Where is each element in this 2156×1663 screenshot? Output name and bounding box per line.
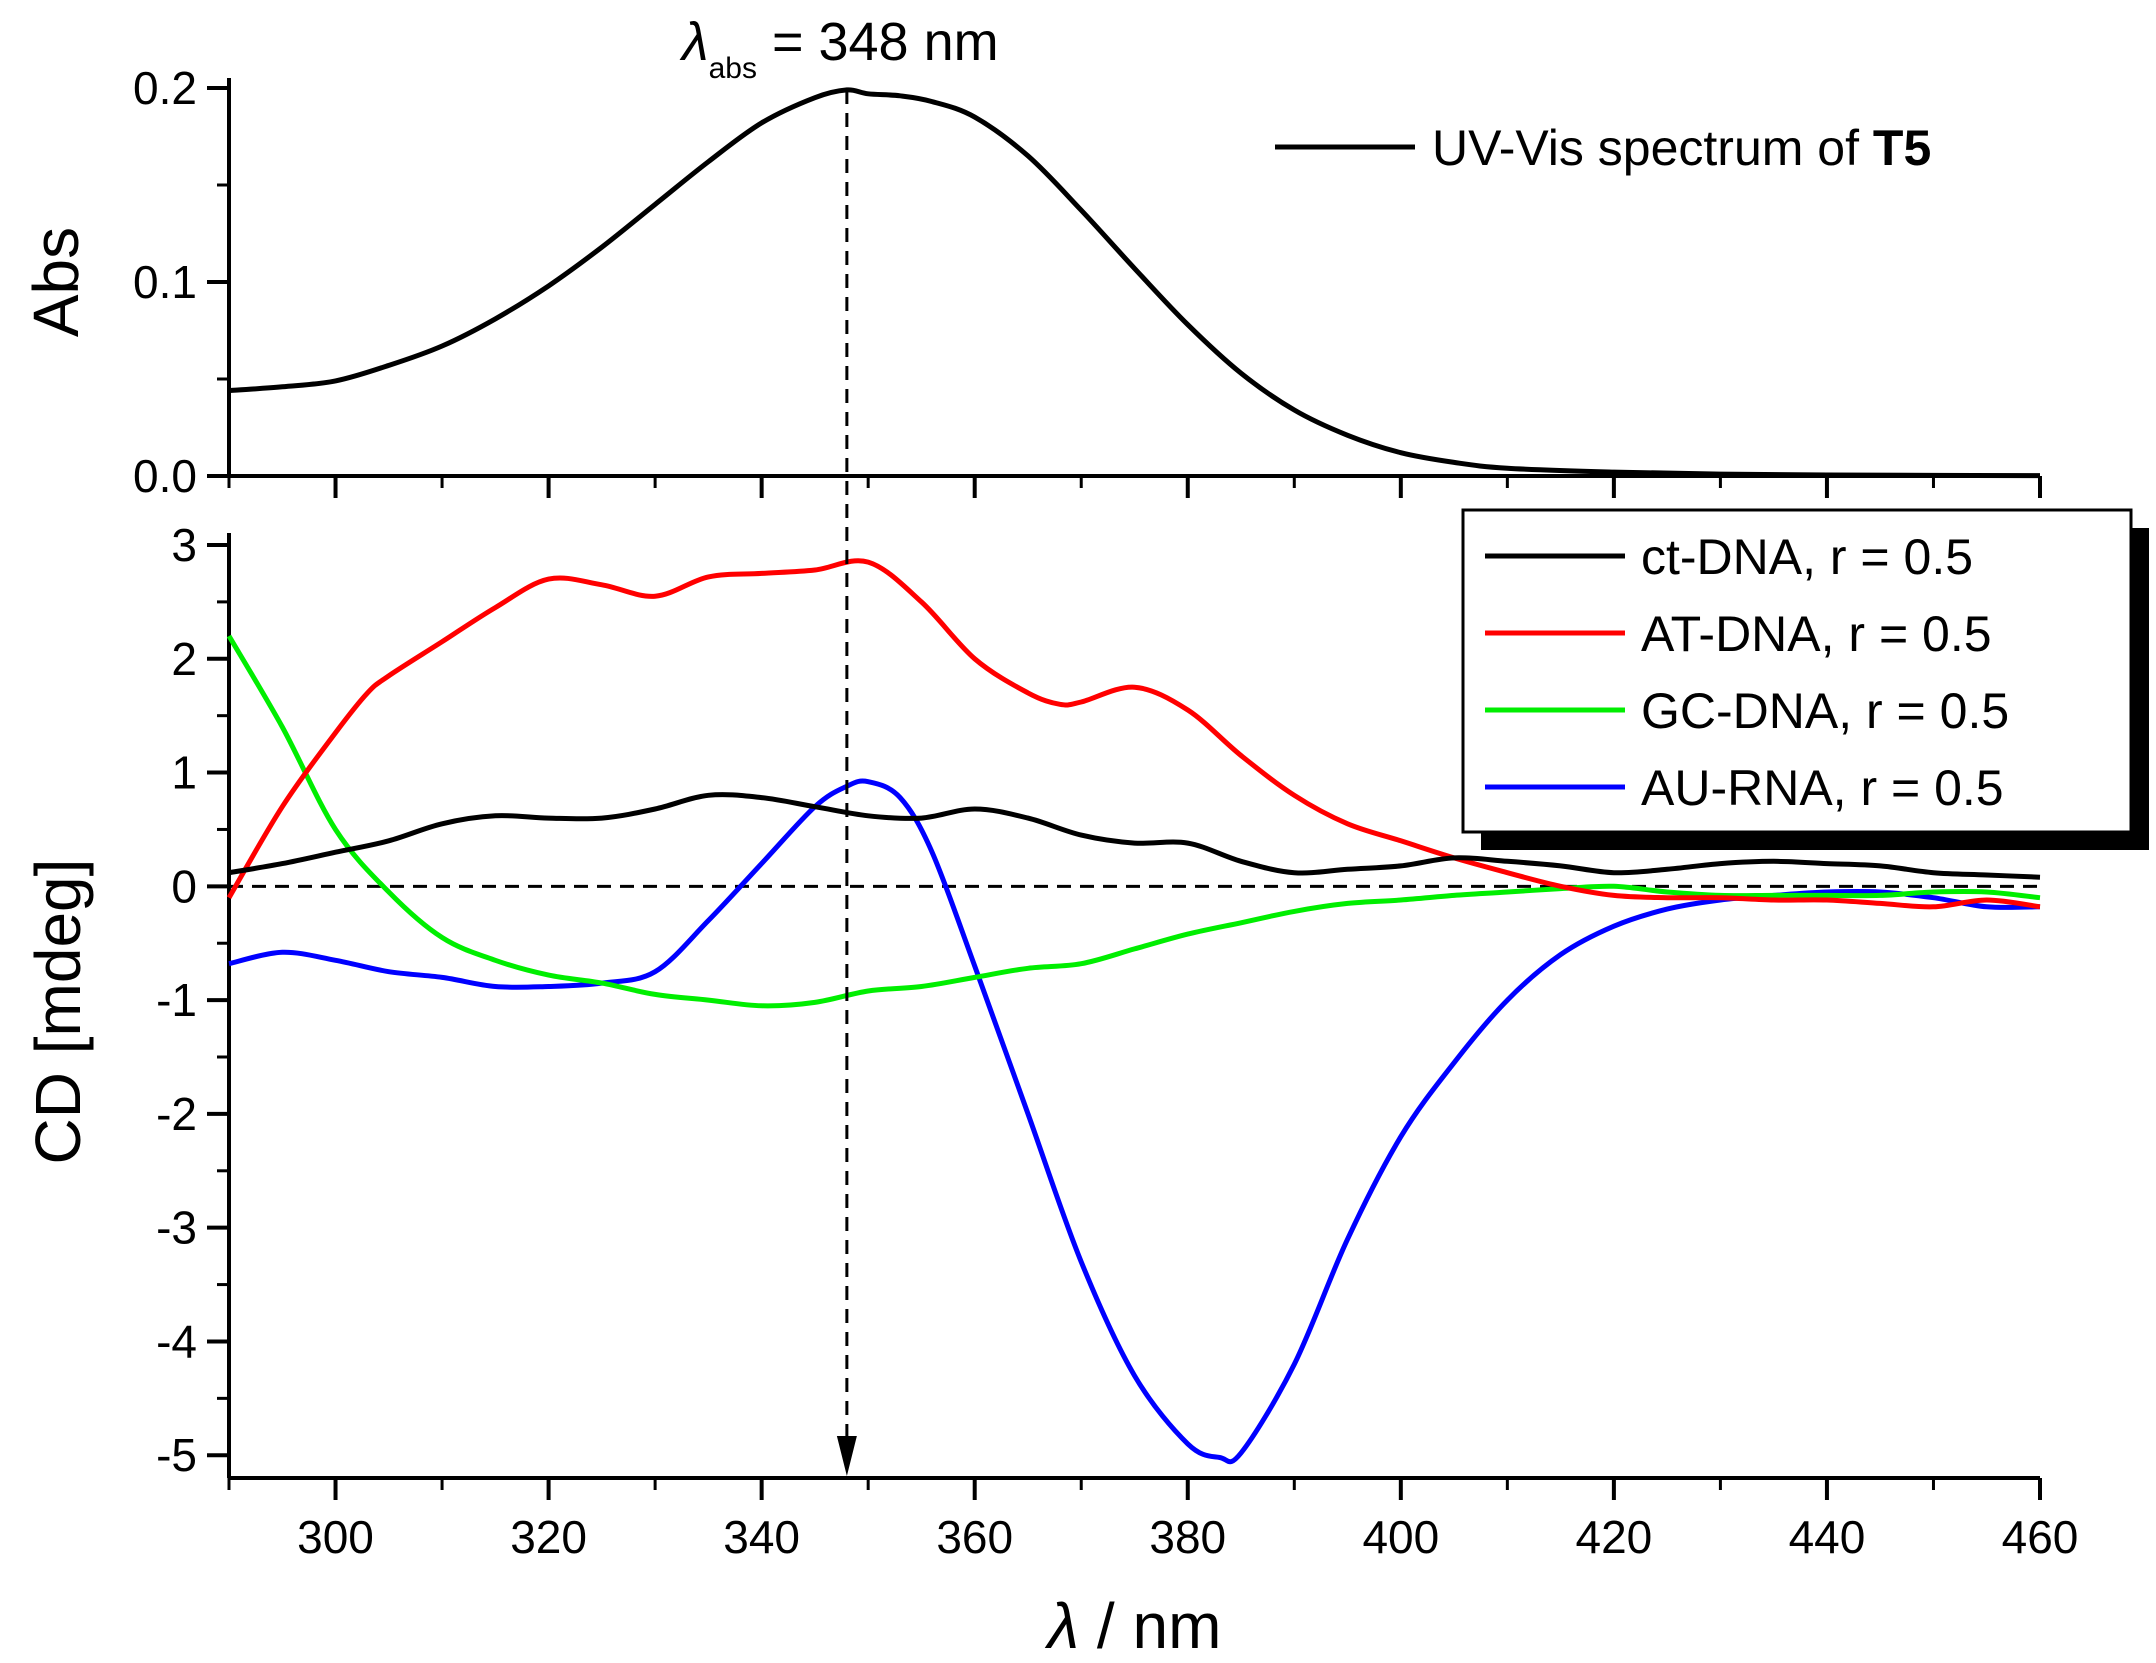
x-tick-label: 380 <box>1149 1511 1226 1563</box>
lambda-subscript: abs <box>709 52 757 85</box>
legend-box <box>1461 508 2133 834</box>
bottom-y-tick-label: 2 <box>171 633 197 685</box>
x-tick-label: 340 <box>723 1511 800 1563</box>
x-tick-label: 320 <box>510 1511 587 1563</box>
lambda-abs-arrowhead <box>836 1436 857 1476</box>
top-y-axis-title: Abs <box>20 227 92 337</box>
legend-label-uv-vis: UV-Vis spectrum of T5 <box>1432 120 1931 176</box>
cd-series-line-au-rna <box>228 778 2041 1465</box>
x-axis-title-unit: / nm <box>1079 1590 1221 1662</box>
uv-vis-series-line <box>228 87 2041 479</box>
x-axis-title-symbol: λ <box>1045 1590 1080 1662</box>
cd-series-line-ct-dna <box>228 792 2041 880</box>
x-axis-title: λ / nm <box>1045 1590 1222 1662</box>
legend-label-uv-vis-bold: T5 <box>1873 120 1931 176</box>
x-tick-label: 460 <box>2002 1511 2079 1563</box>
legend-label: ct-DNA, r = 0.5 <box>1641 529 1973 585</box>
bottom-y-tick-label: -5 <box>156 1429 197 1481</box>
top-y-tick-label: 0.0 <box>133 450 197 502</box>
x-tick-label: 360 <box>936 1511 1013 1563</box>
legend-label: AU-RNA, r = 0.5 <box>1641 760 2004 816</box>
cd-series-line-at-dna <box>226 558 2041 910</box>
x-tick-label: 400 <box>1362 1511 1439 1563</box>
cd-panel: 3 2 1 0 -1 -2 -3 -4 -5 300 320 340 360 380 400 420 440 46… <box>22 508 2149 1662</box>
lambda-symbol: λ <box>679 12 709 72</box>
x-tick-label: 420 <box>1576 1511 1653 1563</box>
uv-vis-panel: 0.0 0.1 0.2 Abs UV-Vis spectrum of T5 <box>20 62 2042 502</box>
legend-label-uv-vis-text: UV-Vis spectrum of <box>1432 120 1873 176</box>
x-tick-label: 440 <box>1789 1511 1866 1563</box>
lambda-abs-annotation: λabs = 348 nm <box>679 12 999 85</box>
bottom-y-tick-label: -3 <box>156 1202 197 1254</box>
bottom-y-tick-label: 1 <box>171 747 197 799</box>
bottom-y-axis-title: CD [mdeg] <box>22 859 94 1165</box>
legend-label: GC-DNA, r = 0.5 <box>1641 683 2009 739</box>
overlay-layer: λabs = 348 nm <box>679 12 999 1476</box>
bottom-y-tick-label: -2 <box>156 1088 197 1140</box>
bottom-y-tick-label: 0 <box>171 860 197 912</box>
top-y-tick-label: 0.1 <box>133 256 197 308</box>
x-tick-label: 300 <box>297 1511 374 1563</box>
top-y-tick-label: 0.2 <box>133 62 197 114</box>
lambda-value: = 348 nm <box>757 12 999 72</box>
legend-label: AT-DNA, r = 0.5 <box>1641 606 1992 662</box>
bottom-y-tick-label: -1 <box>156 974 197 1026</box>
bottom-y-tick-label: -4 <box>156 1315 197 1367</box>
bottom-y-tick-label: 3 <box>171 519 197 571</box>
